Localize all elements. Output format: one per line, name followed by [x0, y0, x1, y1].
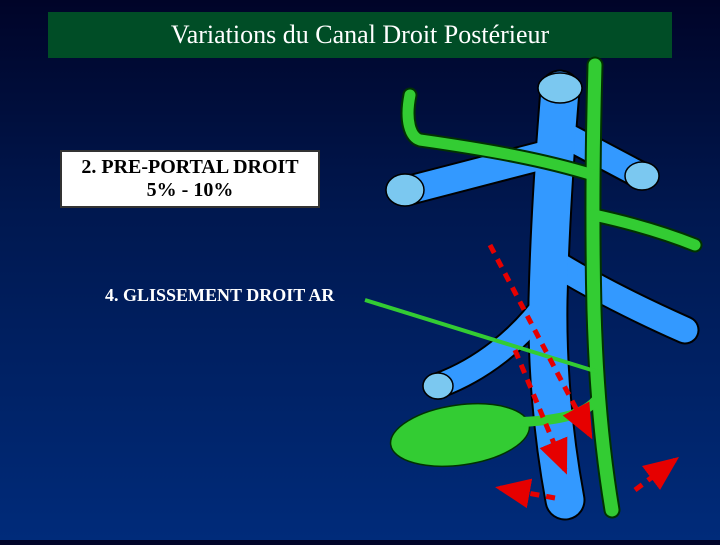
label-preportal-line2: 5% - 10% — [72, 179, 308, 202]
label-glissement: 4. GLISSEMENT DROIT AR — [105, 285, 334, 306]
title-text: Variations du Canal Droit Postérieur — [171, 20, 549, 49]
portal-vein — [386, 73, 685, 500]
title-banner: Variations du Canal Droit Postérieur — [48, 12, 672, 58]
diagram-canvas — [0, 0, 720, 540]
portal-vein-fill — [386, 73, 685, 500]
label-preportal-line1: 2. PRE-PORTAL DROIT — [72, 156, 308, 179]
bile-ducts — [365, 65, 695, 510]
label-preportal: 2. PRE-PORTAL DROIT 5% - 10% — [60, 150, 320, 208]
portal-vein-border — [410, 90, 685, 500]
dashed-arrows — [490, 245, 675, 498]
